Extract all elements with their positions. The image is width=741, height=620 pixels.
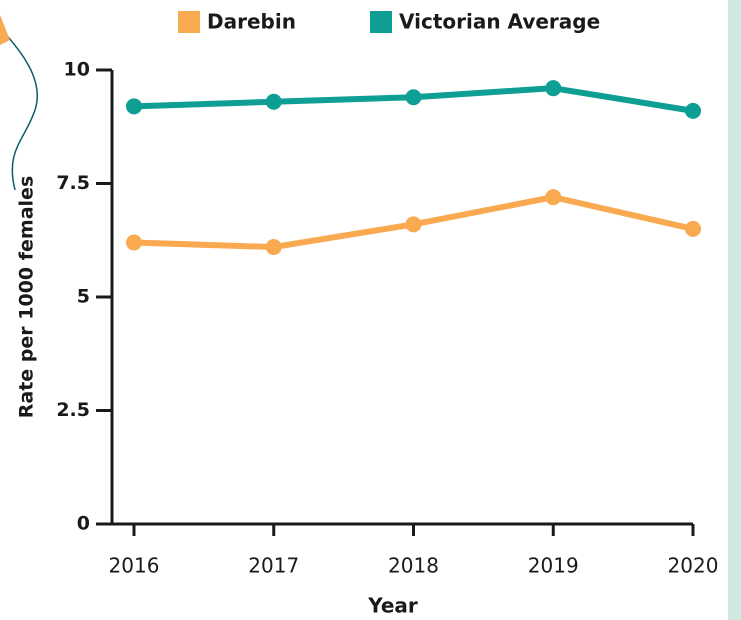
legend-swatch xyxy=(178,11,200,33)
y-tick-label: 0 xyxy=(77,513,90,535)
y-tick-label: 2.5 xyxy=(56,399,90,421)
data-point xyxy=(545,189,561,205)
data-point xyxy=(685,221,701,237)
axis-line xyxy=(112,70,693,524)
x-tick-label: 2016 xyxy=(109,554,160,578)
data-point xyxy=(266,94,282,110)
x-tick-label: 2017 xyxy=(248,554,299,578)
y-axis-title: Rate per 1000 females xyxy=(16,176,38,418)
data-point xyxy=(545,80,561,96)
legend-swatch xyxy=(370,11,392,33)
x-tick-label: 2019 xyxy=(528,554,579,578)
data-point xyxy=(406,216,422,232)
x-tick-label: 2018 xyxy=(388,554,439,578)
y-tick-label: 7.5 xyxy=(56,172,90,194)
data-point xyxy=(126,235,142,251)
y-tick-label: 10 xyxy=(64,59,90,81)
y-tick-label: 5 xyxy=(77,286,90,308)
side-border xyxy=(728,0,741,620)
data-point xyxy=(406,89,422,105)
data-point xyxy=(266,239,282,255)
data-point xyxy=(685,103,701,119)
legend-label: Victorian Average xyxy=(399,10,600,34)
chart: Year Rate per 1000 females 0 2.5 5 7.5 10 201… xyxy=(0,0,741,620)
x-tick-label: 2020 xyxy=(668,554,719,578)
x-axis-title: Year xyxy=(367,594,418,618)
data-point xyxy=(126,98,142,114)
decoration xyxy=(0,15,10,45)
decoration xyxy=(2,30,37,190)
legend-label: Darebin xyxy=(207,10,296,34)
page: {"chart_data": {"type": "line", "x": [20… xyxy=(0,0,741,620)
